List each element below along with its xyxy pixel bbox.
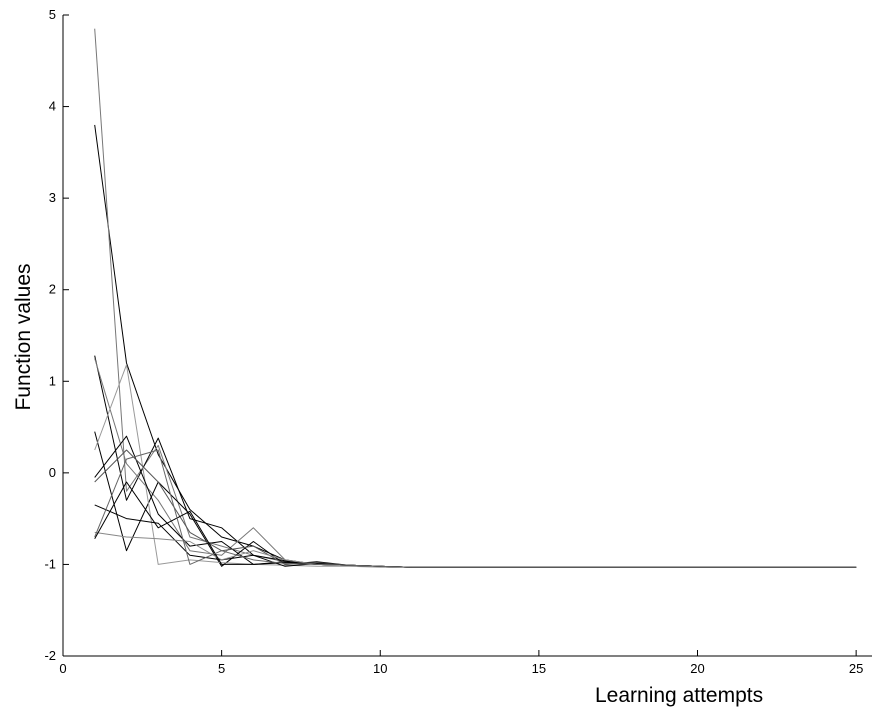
y-tick-label: 0 (49, 465, 56, 480)
y-tick-label: 1 (49, 373, 56, 388)
series-line-7 (94, 435, 857, 568)
y-axis-title: Function values (12, 263, 35, 410)
y-tick-label: -1 (44, 556, 56, 571)
series-line-6 (94, 364, 857, 568)
y-tick-label: 5 (49, 7, 56, 22)
series-line-12 (94, 449, 857, 568)
series-line-4 (94, 358, 857, 568)
series-line-8 (94, 449, 857, 568)
x-tick-label: 0 (59, 661, 66, 676)
series-line-5 (94, 431, 857, 568)
chart-series-group (94, 28, 857, 568)
series-line-9 (94, 504, 857, 568)
chart-axes: -2 -1 0 1 2 3 4 5 0 5 10 15 20 25 (44, 7, 872, 676)
y-tick-label: 4 (49, 99, 56, 114)
series-line-1 (94, 124, 857, 568)
y-tick-label: 3 (49, 190, 56, 205)
x-axis-title: Learning attempts (595, 684, 763, 707)
series-line-2 (94, 28, 857, 568)
x-tick-label: 20 (690, 661, 704, 676)
x-tick-label: 5 (218, 661, 225, 676)
y-tick-label: -2 (44, 648, 56, 663)
series-line-3 (94, 355, 857, 568)
x-tick-label: 10 (373, 661, 387, 676)
x-tick-label: 25 (849, 661, 863, 676)
x-tick-label: 15 (532, 661, 546, 676)
y-tick-label: 2 (49, 282, 56, 297)
